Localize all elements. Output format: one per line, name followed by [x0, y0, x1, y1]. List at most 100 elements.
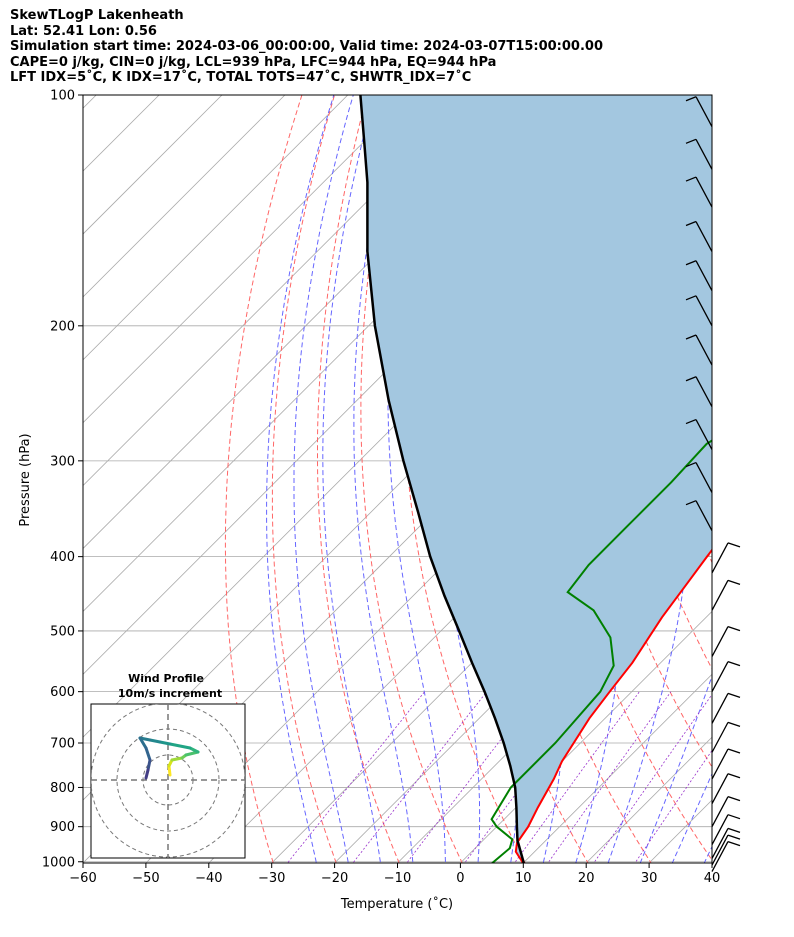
moist-adiabat	[639, 674, 712, 863]
y-tick-label: 1000	[42, 855, 75, 870]
hodograph-segment	[138, 736, 148, 750]
y-tick-label: 200	[50, 319, 75, 334]
moist-adiabat	[387, 95, 446, 863]
moist-adiabat	[671, 772, 712, 863]
x-tick-label: −50	[132, 871, 159, 886]
wind-barb	[685, 376, 713, 408]
wind-barb	[711, 542, 741, 574]
cin-shading	[360, 95, 712, 863]
dry-adiabat	[519, 95, 712, 861]
hodograph-segment	[148, 738, 162, 744]
dry-adiabat	[271, 95, 337, 863]
mixing-ratio-line	[634, 749, 712, 863]
x-tick-label: 40	[704, 871, 721, 886]
moist-adiabat	[353, 95, 414, 863]
dry-adiabat	[790, 95, 794, 878]
isotherm	[83, 95, 349, 361]
wind-barb	[711, 773, 741, 805]
hodograph-segment	[144, 746, 152, 762]
isotherm	[585, 736, 712, 863]
isotherm	[83, 95, 474, 487]
moist-adiabat	[266, 95, 335, 863]
wind-barb	[685, 176, 713, 208]
time-line: Simulation start time: 2024-03-06_00:00:…	[10, 39, 603, 54]
isotherm	[83, 95, 286, 298]
chart-header: SkewTLogP Lakenheath Lat: 52.41 Lon: 0.5…	[10, 8, 603, 86]
wind-barb	[711, 834, 741, 866]
mixing-ratio-line	[287, 691, 425, 863]
wind-barb	[685, 96, 713, 128]
wind-barb	[685, 418, 713, 450]
y-tick-label: 400	[50, 550, 75, 565]
moist-adiabat	[322, 95, 382, 863]
y-tick-label: 700	[50, 736, 75, 751]
hodograph-segment	[158, 740, 172, 746]
wind-barb	[685, 220, 713, 252]
hodograph-segment	[146, 758, 152, 772]
wind-barb	[711, 625, 741, 657]
y-tick-label: 900	[50, 820, 75, 835]
y-axis-label: Pressure (hPa)	[18, 433, 33, 526]
mixing-ratio-line	[593, 693, 712, 863]
x-axis-label: Temperature (˚C)	[340, 896, 453, 912]
parcel-line	[359, 95, 526, 863]
dry-adiabat	[360, 95, 463, 863]
wind-profile-subtitle: 10m/s increment	[118, 687, 222, 700]
x-tick-label: −10	[384, 871, 411, 886]
wind-barb	[711, 661, 741, 692]
dry-adiabat	[224, 95, 303, 863]
x-tick-label: −30	[258, 871, 285, 886]
x-tick-label: 0	[456, 871, 464, 886]
wind-barbs	[685, 96, 741, 872]
mixing-ratio-line	[547, 691, 672, 863]
chart-title: SkewTLogP Lakenheath	[10, 8, 184, 23]
hodograph-segment	[168, 742, 192, 750]
x-tick-label: −60	[69, 871, 96, 886]
moist-adiabat	[425, 95, 481, 863]
y-tick-label: 500	[50, 624, 75, 639]
wind-barb	[711, 748, 741, 780]
y-tick-label: 600	[50, 685, 75, 700]
isotherm	[83, 95, 223, 235]
wind-barb	[711, 692, 741, 724]
mixing-ratio-line	[352, 691, 488, 863]
wind-barb	[685, 260, 713, 292]
wind-barb	[711, 721, 741, 753]
dry-adiabat	[725, 95, 794, 878]
isotherm	[83, 95, 97, 109]
wind-barb	[685, 138, 713, 170]
x-tick-label: 20	[578, 871, 595, 886]
x-tick-label: 30	[641, 871, 658, 886]
y-tick-label: 100	[50, 89, 75, 104]
wind-barb	[711, 840, 741, 872]
wind-barb	[711, 827, 741, 859]
data-layer	[359, 95, 712, 863]
axes-layer: −60 −50 −40 −30 −20 −10 0 10 20 30 40 100 200 300 400 5…	[42, 89, 720, 887]
wind-barb	[685, 334, 713, 366]
wind-barb	[711, 796, 741, 827]
wind-barb	[711, 579, 741, 611]
wind-barb	[685, 295, 713, 327]
hodograph-segment	[144, 768, 150, 780]
dry-adiabat	[758, 95, 794, 878]
hodograph-segment	[167, 764, 172, 777]
hodograph-segment	[170, 756, 184, 762]
moist-adiabat	[293, 95, 354, 863]
isotherm	[83, 95, 411, 424]
temperature-line	[514, 548, 712, 863]
isotherm	[522, 673, 712, 863]
isotherm	[459, 610, 712, 863]
location-line: Lat: 52.41 Lon: 0.56	[10, 23, 157, 39]
x-tick-label: 10	[515, 871, 532, 886]
wind-barb	[711, 814, 741, 845]
dewpoint-line	[490, 439, 712, 863]
y-tick-label: 800	[50, 781, 75, 796]
stability-indices-line-2: LFT IDX=5˚C, K IDX=17˚C, TOTAL TOTS=47˚C…	[10, 70, 472, 85]
moist-adiabat	[607, 95, 690, 863]
wind-profile-title: Wind Profile	[128, 672, 204, 685]
x-tick-label: −20	[321, 871, 348, 886]
y-tick-label: 300	[50, 454, 75, 469]
wind-barb	[685, 500, 713, 531]
x-tick-label: −40	[195, 871, 222, 886]
